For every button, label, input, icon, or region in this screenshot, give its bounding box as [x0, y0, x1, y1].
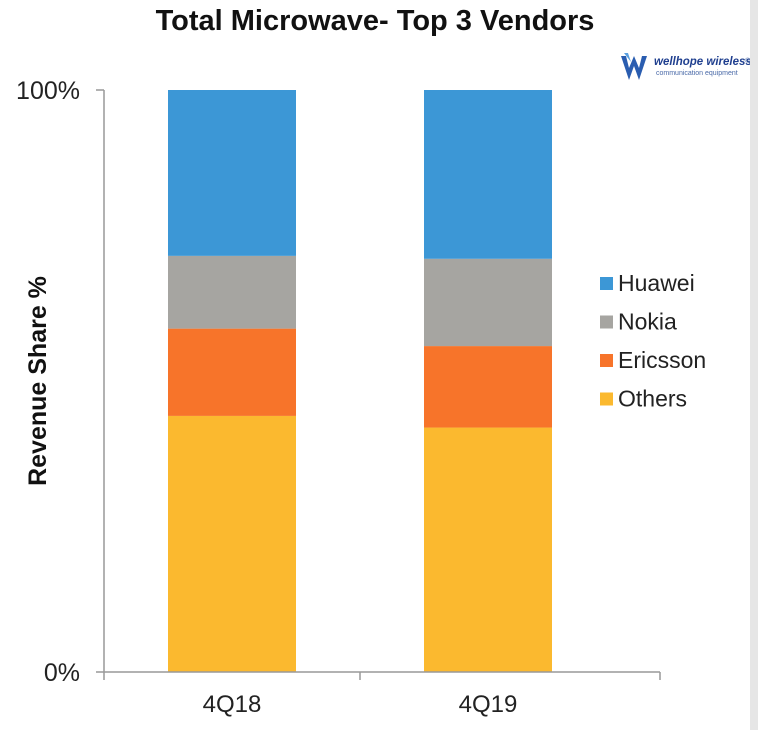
bar-others-4q19	[424, 427, 552, 672]
bar-ericsson-4q19	[424, 346, 552, 428]
bar-others-4q18	[168, 415, 296, 672]
legend-label-nokia: Nokia	[618, 309, 677, 335]
bars-group	[168, 90, 552, 672]
y-tick-label-0: 0%	[44, 659, 80, 687]
legend-swatch-huawei	[600, 277, 613, 290]
legend-label-huawei: Huawei	[618, 270, 695, 296]
x-tick-label-4q18: 4Q18	[203, 691, 262, 718]
logo-registered-mark: ®	[745, 57, 750, 65]
bar-nokia-4q19	[424, 258, 552, 347]
ticks-group: 0% 100%	[16, 77, 661, 687]
bar-nokia-4q18	[168, 255, 296, 329]
bar-huawei-4q18	[168, 90, 296, 256]
legend-label-ericsson: Ericsson	[618, 347, 706, 373]
legend-label-others: Others	[618, 386, 687, 412]
category-labels-group: 4Q18 4Q19	[203, 691, 518, 718]
bar-ericsson-4q18	[168, 328, 296, 416]
wellhope-w-icon	[621, 53, 647, 80]
legend: Huawei Nokia Ericsson Others	[600, 270, 706, 412]
logo-name: wellhope wireless	[654, 56, 750, 68]
wellhope-logo: wellhope wireless ® communication equipm…	[620, 50, 752, 84]
legend-swatch-ericsson	[600, 354, 613, 367]
bar-huawei-4q19	[424, 90, 552, 259]
legend-swatch-nokia	[600, 315, 613, 329]
legend-swatch-others	[600, 392, 613, 406]
chart-title: Total Microwave- Top 3 Vendors	[156, 5, 595, 37]
x-tick-label-4q19: 4Q19	[459, 691, 518, 718]
right-edge-strip	[750, 0, 758, 730]
logo-tagline: communication equipment	[656, 70, 738, 77]
y-tick-label-100: 100%	[16, 77, 80, 105]
y-axis-title: Revenue Share %	[24, 276, 52, 486]
